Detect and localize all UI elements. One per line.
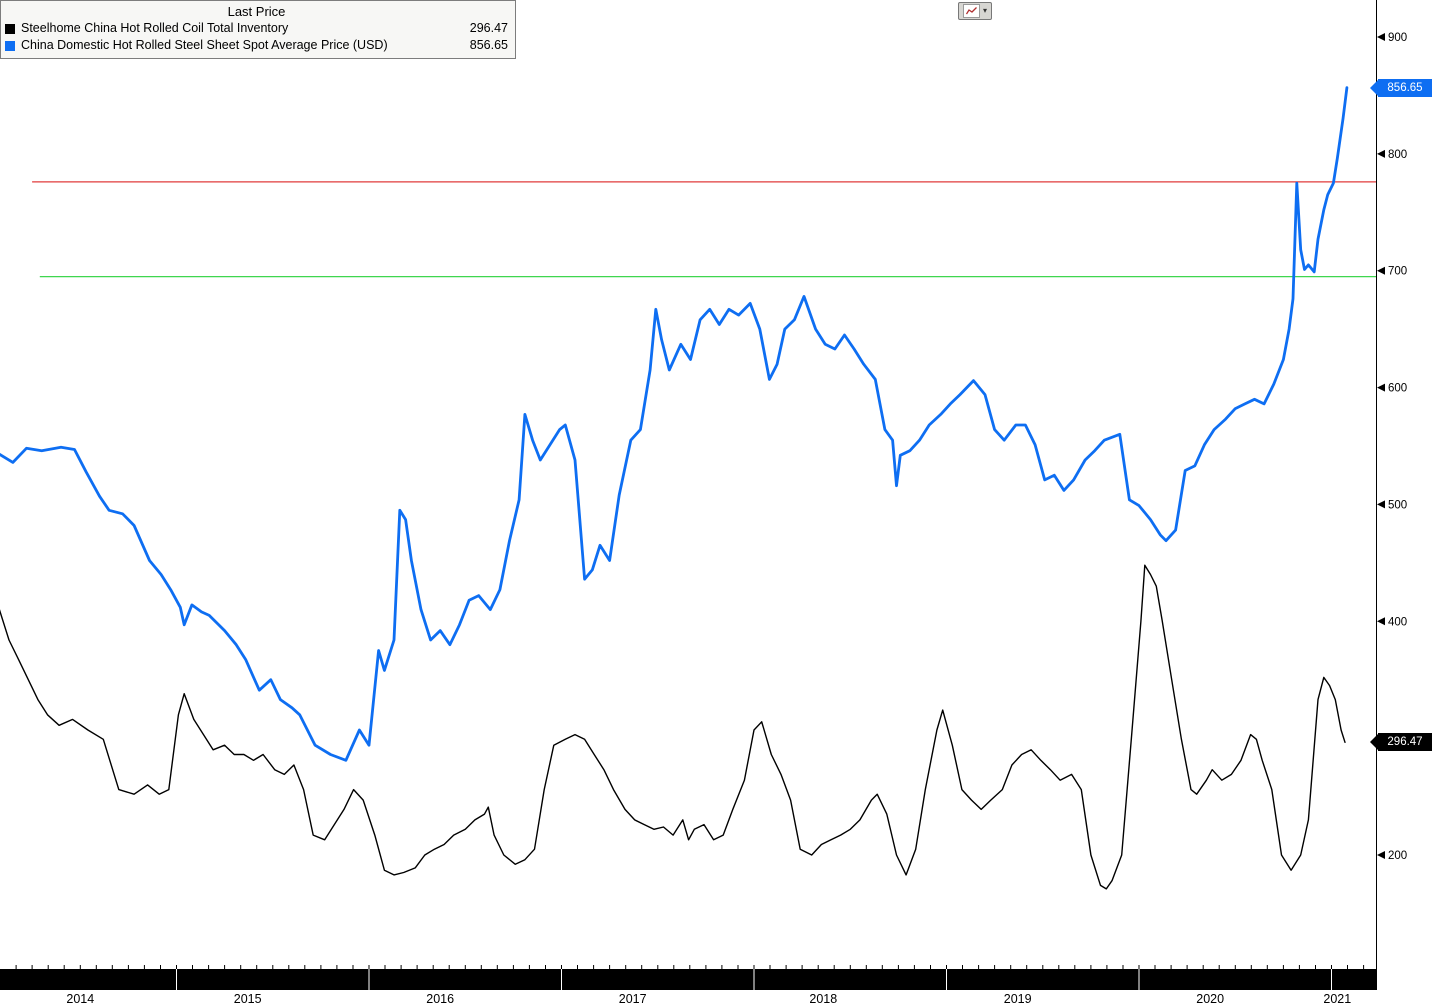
y-tick-arrow-icon [1377, 266, 1385, 275]
x-tick-label: 2014 [66, 992, 94, 1006]
y-tick-arrow-icon [1377, 33, 1385, 41]
y-tick-arrow-icon [1377, 383, 1385, 392]
x-tick-label: 2019 [1004, 992, 1032, 1006]
series-line-0[interactable] [0, 564, 1346, 890]
legend-title: Last Price [227, 4, 286, 19]
last-price-value: 296.47 [1387, 736, 1423, 749]
last-price-value: 856.65 [1387, 81, 1423, 94]
legend-series-value: 296.47 [469, 21, 508, 35]
y-tick-arrow-icon [1377, 851, 1385, 859]
y-tick-arrow-icon [1377, 500, 1385, 509]
y-tick-label: 200 [1388, 850, 1407, 862]
y-tick-label: 600 [1388, 383, 1407, 395]
legend-box[interactable]: Last Price Steelhome China Hot Rolled Co… [0, 0, 516, 59]
chart-type-button[interactable]: ▾ [958, 2, 992, 20]
legend-series-value: 856.65 [469, 38, 508, 52]
y-tick-label: 700 [1388, 266, 1407, 278]
series-swatch-price [5, 40, 15, 51]
line-chart-icon [962, 4, 980, 18]
y-tick-label: 500 [1388, 499, 1407, 511]
y-tick-arrow-icon [1377, 617, 1385, 626]
x-tick-label: 2020 [1196, 992, 1224, 1006]
legend-series-label: China Domestic Hot Rolled Steel Sheet Sp… [21, 38, 388, 52]
dropdown-caret-icon: ▾ [982, 6, 987, 15]
y-tick-label: 800 [1388, 149, 1407, 161]
last-price-marker-inventory[interactable]: 296.47 [1370, 733, 1432, 752]
y-tick-arrow-icon [1377, 149, 1385, 158]
y-tick-label: 400 [1388, 616, 1407, 628]
series-swatch-inventory [5, 23, 15, 34]
date-axis-bar [0, 969, 1376, 990]
x-tick-label: 2018 [809, 992, 837, 1006]
legend-row-inventory: Steelhome China Hot Rolled Coil Total In… [5, 20, 508, 37]
y-tick-label: 900 [1388, 32, 1407, 44]
x-tick-label: 2021 [1323, 992, 1351, 1006]
legend-row-price: China Domestic Hot Rolled Steel Sheet Sp… [5, 37, 508, 54]
series-line-1[interactable] [0, 86, 1349, 762]
legend-series-label: Steelhome China Hot Rolled Coil Total In… [21, 21, 289, 35]
x-tick-label: 2015 [234, 992, 262, 1006]
last-price-marker-price[interactable]: 856.65 [1370, 78, 1432, 97]
x-tick-label: 2016 [426, 992, 454, 1006]
x-tick-label: 2017 [619, 992, 647, 1006]
